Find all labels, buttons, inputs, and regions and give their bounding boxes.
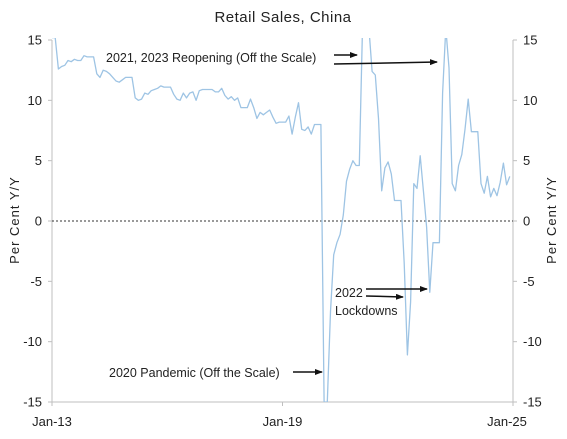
x-tick-label: Jan-13 [32,414,72,429]
x-tick-label: Jan-19 [263,414,303,429]
y-tick-label-left: -15 [23,395,42,410]
y-axis-title-left: Per Cent Y/Y [7,176,22,264]
arrow-lockdowns-2 [365,293,404,300]
y-tick-label-right: 10 [523,93,537,108]
series-group [52,38,511,402]
chart-title: Retail Sales, China [214,9,351,26]
y-tick-label-right: 0 [523,214,530,229]
y-axis-title-right: Per Cent Y/Y [544,176,559,264]
y-tick-label-left: 5 [35,153,42,168]
y-tick-label-right: 5 [523,153,530,168]
x-ticks: Jan-13 Jan-19 Jan-25 [32,402,527,429]
series-line-retail-sales [52,38,511,402]
y-tick-label-left: 0 [35,214,42,229]
annotation-reopening: 2021, 2023 Reopening (Off the Scale) [106,51,316,65]
arrow-reopening-2023 [333,59,438,66]
annotation-pandemic: 2020 Pandemic (Off the Scale) [109,366,280,380]
y-tick-label-left: 15 [28,33,42,48]
y-tick-label-right: -10 [523,334,542,349]
y-tick-label-left: -5 [30,274,42,289]
y-tick-label-right: -5 [523,274,535,289]
y-tick-label-left: -10 [23,334,42,349]
annotation-2022: 2022 [335,286,363,300]
annotation-lockdowns: Lockdowns [335,304,398,318]
y-tick-label-right: -15 [523,395,542,410]
y-tick-label-right: 15 [523,33,537,48]
y-tick-label-left: 10 [28,93,42,108]
x-tick-label: Jan-25 [487,414,527,429]
y-ticks-right: -15 -10 -5 0 5 10 15 [513,33,542,410]
y-ticks-left: -15 -10 -5 0 5 10 15 [23,33,52,410]
annotations: 2021, 2023 Reopening (Off the Scale) 202… [106,51,438,380]
